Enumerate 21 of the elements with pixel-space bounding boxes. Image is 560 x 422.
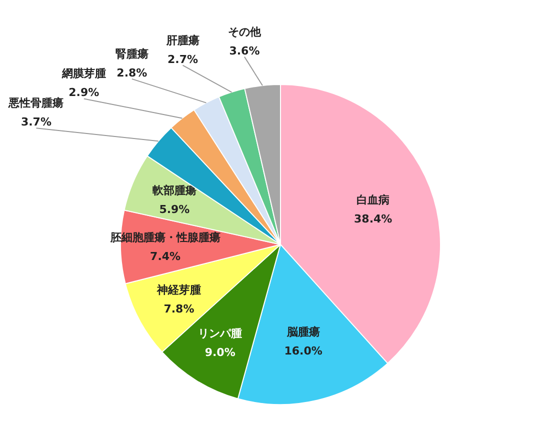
data-label: 2.8% bbox=[116, 66, 148, 80]
slice-label: その他 bbox=[228, 25, 262, 38]
data-label: 16.0% bbox=[284, 344, 322, 358]
slice-label: 神経芽腫 bbox=[156, 283, 201, 296]
slice-label: 胚細胞腫瘍・性腺腫瘍 bbox=[109, 230, 220, 244]
slice-label: 網膜芽腫 bbox=[60, 67, 106, 80]
data-label: 38.4% bbox=[354, 212, 392, 226]
slice-label: 腎腫瘍 bbox=[115, 47, 148, 60]
slice-label: 悪性骨腫瘍 bbox=[8, 96, 64, 110]
data-label: 3.7% bbox=[20, 116, 52, 129]
data-label: 2.9% bbox=[68, 86, 100, 100]
data-label: 7.8% bbox=[164, 302, 194, 316]
slice-label: 肝腫瘍 bbox=[165, 34, 200, 47]
slice-label: 脳腫瘍 bbox=[286, 326, 320, 339]
slice-label: リンパ腫 bbox=[198, 327, 242, 340]
data-label: 5.9% bbox=[159, 203, 190, 216]
data-label: 7.4% bbox=[150, 250, 181, 263]
data-label: 9.0% bbox=[204, 346, 236, 360]
data-label: 2.7% bbox=[168, 52, 198, 66]
data-label: 3.6% bbox=[229, 44, 260, 58]
slice-label: 白血病 bbox=[356, 193, 390, 206]
